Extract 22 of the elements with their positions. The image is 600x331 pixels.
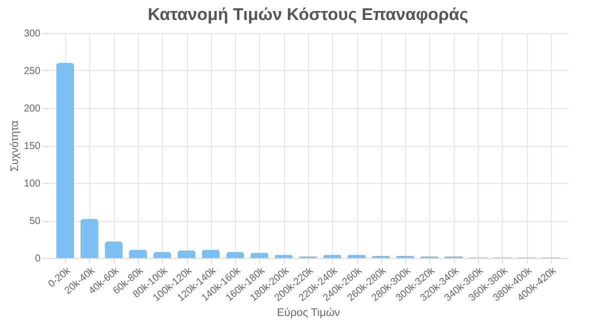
bar (274, 255, 293, 258)
y-tick-label: 100 (24, 178, 41, 190)
y-tick-label: 250 (24, 66, 41, 77)
bar (202, 250, 220, 258)
y-tick-label: 50 (29, 216, 41, 227)
y-tick-label: 300 (24, 28, 41, 40)
y-tick-label: 150 (24, 141, 41, 152)
bar (226, 252, 244, 258)
bar (153, 252, 172, 258)
y-axis-title: Συχνότητα (8, 120, 21, 172)
bar (348, 255, 366, 258)
bar (178, 250, 196, 258)
y-tick-label: 200 (24, 104, 41, 114)
bar (129, 250, 147, 258)
y-tick-label: 0 (34, 254, 41, 264)
bar (323, 255, 342, 258)
bar (80, 219, 98, 258)
bar (56, 63, 74, 258)
bar (104, 242, 123, 258)
x-axis-title: Εύρος Τιμών (276, 307, 341, 320)
bar (250, 252, 268, 258)
chart-title: Κατανομή Τιμών Κόστους Επαναφοράς (148, 5, 468, 24)
